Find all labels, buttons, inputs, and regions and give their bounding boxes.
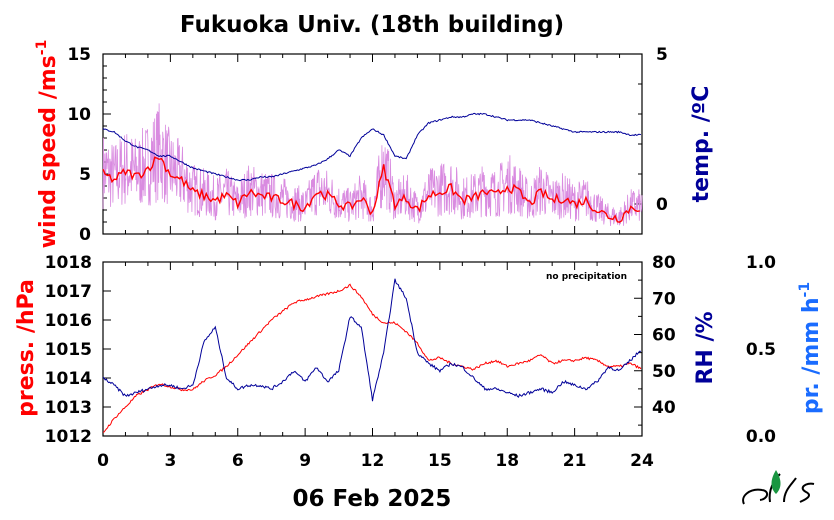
pressure-tick-label: 1015	[45, 340, 92, 360]
pressure-axis-label: press. /hPa	[14, 279, 39, 417]
pressure-tick-label: 1016	[45, 311, 92, 331]
precip-tick-label: 0.5	[746, 340, 776, 360]
temperature-axis-label: temp. /ºC	[689, 86, 714, 203]
rh-axis-label: RH /%	[693, 311, 718, 384]
x-tick-label: 0	[97, 451, 109, 471]
upper-series-group	[102, 103, 643, 227]
temp-tick-label: 0	[656, 195, 668, 215]
lower-tick-labels: 0 3 6 9 12 15 18 21 24 1012 1013 1014 1015 1016 1017 10…	[45, 253, 776, 471]
x-tick-label: 9	[299, 451, 311, 471]
x-tick-label: 12	[361, 451, 385, 471]
rh-tick-label: 70	[652, 289, 676, 309]
lower-tick-marks	[102, 261, 643, 437]
wind-speed-line	[102, 156, 640, 223]
x-tick-label: 15	[428, 451, 452, 471]
wind-raw-line	[102, 103, 643, 227]
rh-tick-label: 50	[652, 362, 676, 382]
pressure-tick-label: 1014	[45, 369, 92, 389]
pressure-tick-label: 1017	[45, 282, 92, 302]
precipitation-axis-label: pr. /mm h-1	[797, 282, 824, 414]
institution-logo	[742, 470, 815, 505]
x-tick-label: 6	[232, 451, 244, 471]
wind-tick-label: 5	[79, 165, 91, 185]
rh-tick-label: 60	[652, 326, 676, 346]
rh-tick-label: 40	[652, 398, 676, 418]
chart-title: Fukuoka Univ. (18th building)	[180, 12, 564, 38]
temperature-line	[102, 112, 641, 182]
wind-speed-axis-label: wind speed /ms-1	[34, 40, 61, 249]
lower-series-group	[102, 278, 642, 433]
wind-raw-series	[102, 103, 643, 227]
no-precipitation-note: no precipitation	[546, 272, 627, 282]
pressure-tick-label: 1013	[45, 398, 92, 418]
x-tick-label: 3	[164, 451, 176, 471]
precip-tick-label: 0.0	[746, 427, 776, 447]
upper-plot-frame	[102, 53, 643, 235]
date-label: 06 Feb 2025	[293, 486, 452, 512]
x-tick-label: 21	[563, 451, 587, 471]
precip-tick-label: 1.0	[746, 253, 776, 273]
wind-tick-label: 0	[79, 225, 91, 245]
lower-plot-frame	[102, 261, 643, 437]
wind-tick-label: 15	[67, 45, 91, 65]
pressure-tick-label: 1012	[45, 427, 92, 447]
pressure-line	[102, 283, 642, 433]
wind-tick-label: 10	[67, 105, 91, 125]
upper-tick-marks	[102, 53, 643, 235]
upper-tick-labels: 0 5 10 15 0 5	[67, 45, 668, 245]
temp-tick-label: 5	[656, 45, 668, 65]
x-tick-label: 24	[630, 451, 654, 471]
pressure-tick-label: 1018	[45, 253, 92, 273]
rh-tick-label: 80	[652, 253, 676, 273]
rh-line	[102, 278, 642, 402]
x-tick-label: 18	[495, 451, 519, 471]
